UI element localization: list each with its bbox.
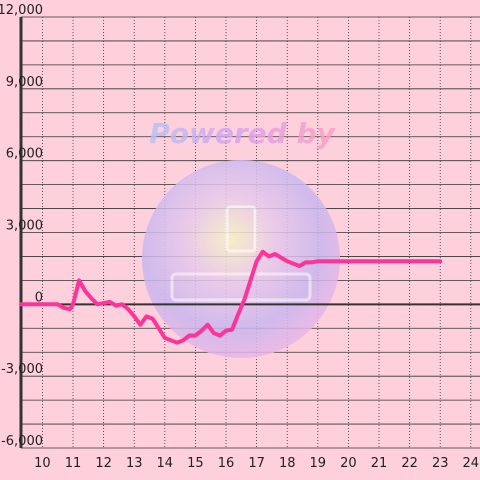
watermark-text: Powered by bbox=[149, 117, 336, 150]
x-tick-label: 19 bbox=[310, 456, 327, 471]
y-tick-label: 9,000 bbox=[6, 75, 43, 90]
x-tick-label: 24 bbox=[463, 456, 480, 471]
y-tick-label: 6,000 bbox=[6, 147, 43, 162]
x-tick-label: 12 bbox=[95, 456, 112, 471]
x-tick-label: 22 bbox=[401, 456, 418, 471]
y-tick-label: -3,000 bbox=[1, 362, 43, 377]
watermark-circle bbox=[142, 160, 340, 358]
watermark-logo-bar bbox=[170, 272, 312, 302]
y-tick-label: 3,000 bbox=[6, 219, 43, 234]
watermark-logo-mark bbox=[225, 205, 257, 253]
x-tick-label: 15 bbox=[187, 456, 204, 471]
watermark: Powered by bbox=[142, 117, 340, 358]
x-tick-label: 16 bbox=[218, 456, 235, 471]
series-line bbox=[19, 249, 443, 345]
x-tick-label: 20 bbox=[340, 456, 357, 471]
x-tick-label: 13 bbox=[126, 456, 143, 471]
x-tick-label: 10 bbox=[34, 456, 51, 471]
x-tick-label: 14 bbox=[157, 456, 174, 471]
x-tick-label: 11 bbox=[65, 456, 82, 471]
x-tick-label: 23 bbox=[432, 456, 449, 471]
series-layer bbox=[19, 249, 443, 345]
x-tick-label: 21 bbox=[371, 456, 388, 471]
tick-labels: -6,000 -3,000 0 3,000 6,000 9,000 12,000 10 11 12… bbox=[0, 3, 479, 471]
y-tick-label: -6,000 bbox=[1, 434, 43, 449]
y-tick-label: 0 bbox=[35, 290, 43, 305]
y-tick-label: 12,000 bbox=[0, 3, 43, 18]
x-tick-label: 17 bbox=[248, 456, 265, 471]
x-tick-label: 18 bbox=[279, 456, 296, 471]
